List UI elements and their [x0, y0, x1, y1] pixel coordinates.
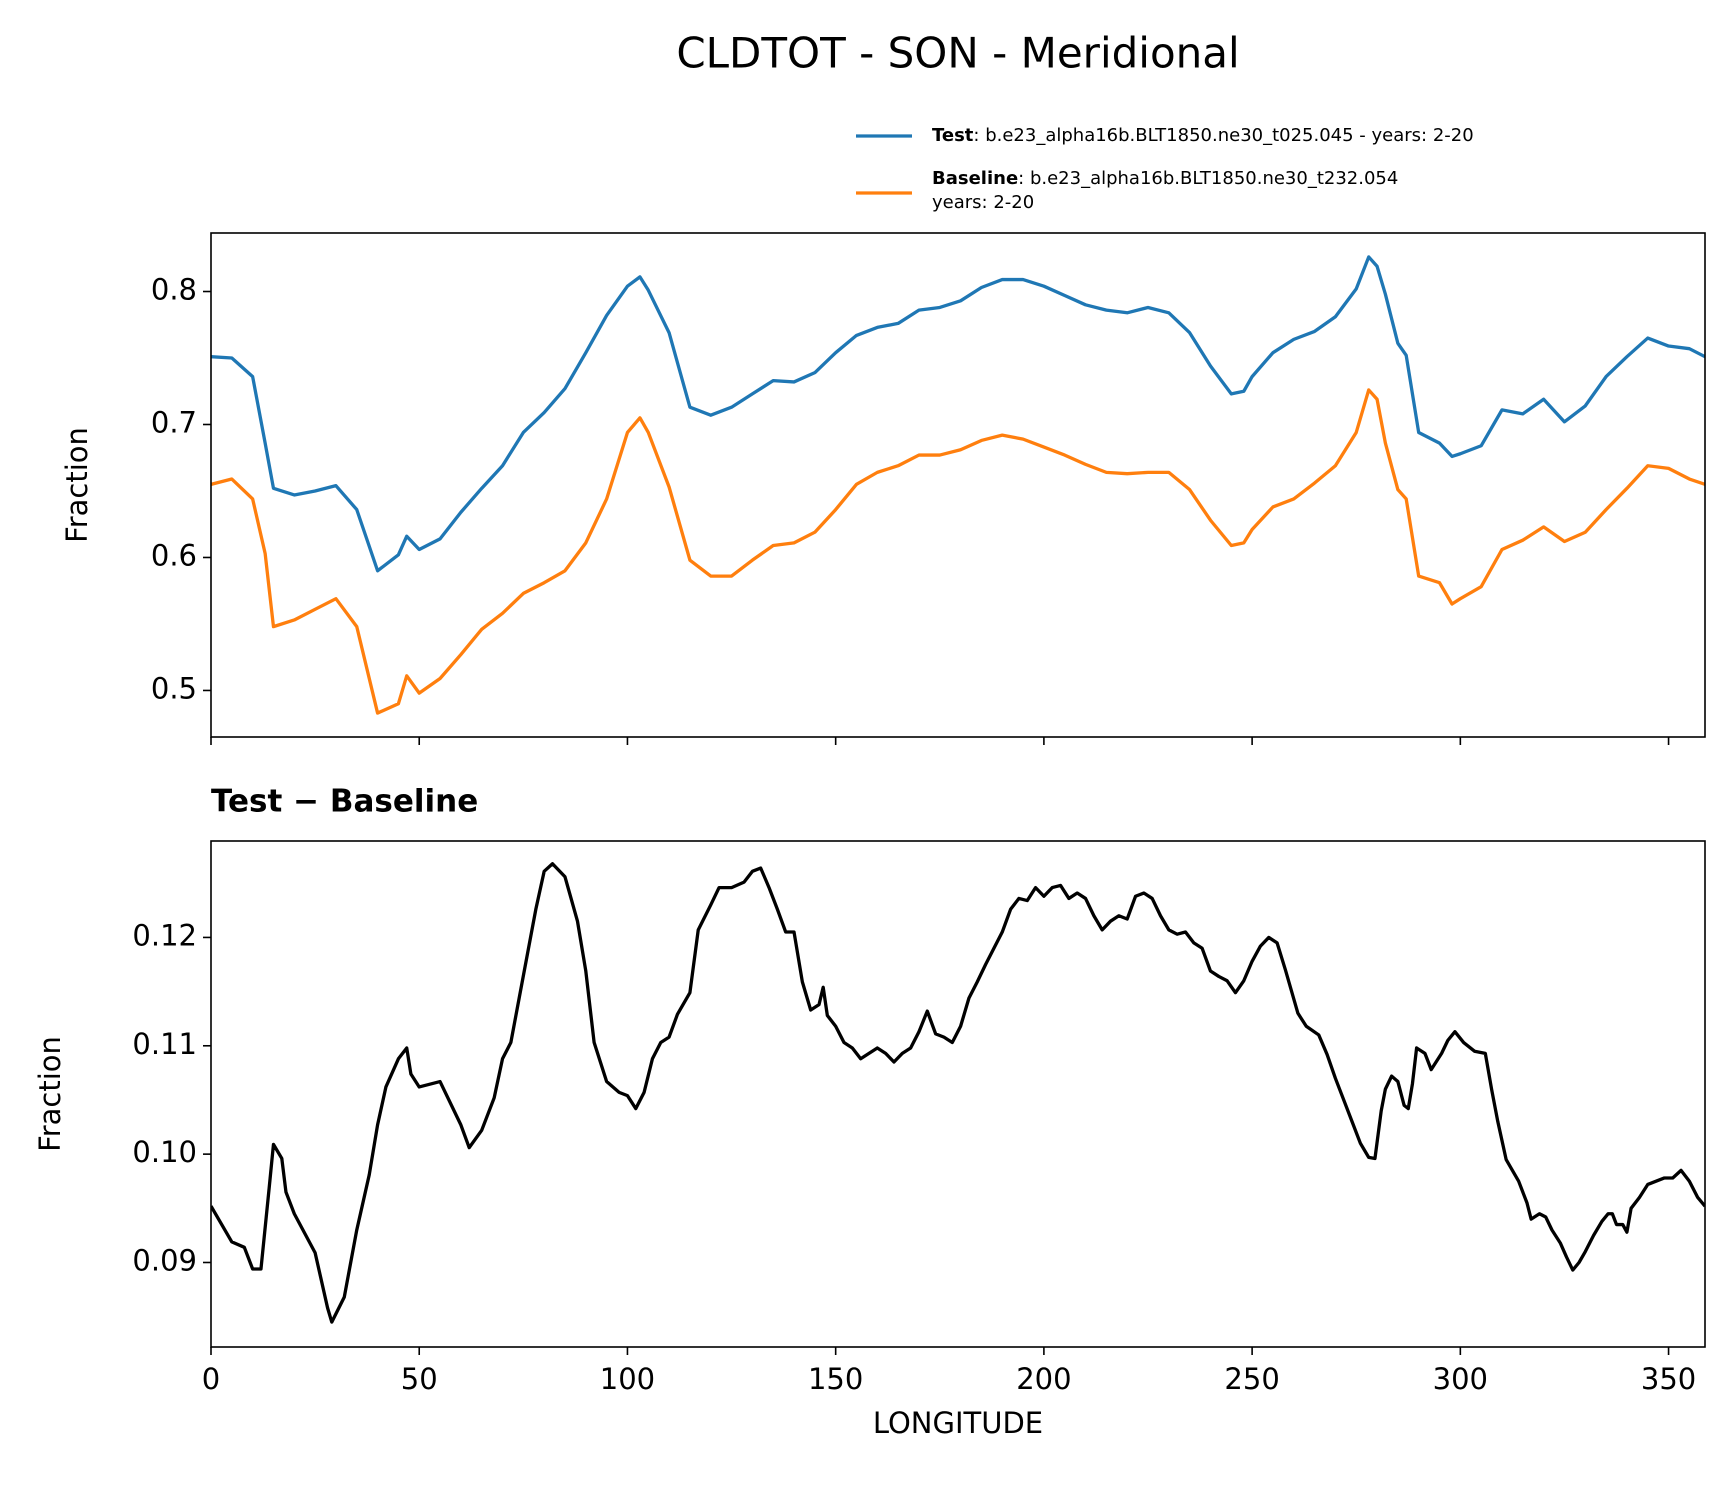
y-tick-label: 0.7: [151, 405, 197, 439]
x-tick-label: 50: [401, 1362, 438, 1396]
y-tick-label: 0.12: [132, 918, 197, 952]
y-tick-label: 0.6: [151, 538, 197, 572]
x-tick-label: 300: [1433, 1362, 1488, 1396]
y-tick-label: 0.10: [132, 1135, 197, 1169]
data-line: [211, 255, 1705, 573]
data-line: [211, 388, 1705, 715]
y-tick-label: 0.8: [151, 273, 197, 307]
x-tick-label: 350: [1641, 1362, 1696, 1396]
data-line: [211, 862, 1705, 1324]
y-axis-label: Fraction: [33, 1036, 67, 1152]
axes-frame: [210, 840, 1706, 1348]
subplot-title: Test − Baseline: [211, 784, 478, 820]
x-axis-label: LONGITUDE: [873, 1406, 1043, 1440]
y-tick-label: 0.11: [132, 1027, 197, 1061]
y-tick-label: 0.5: [151, 671, 197, 705]
figure-title: CLDTOT - SON - Meridional: [676, 29, 1239, 78]
x-tick-label: 250: [1224, 1362, 1279, 1396]
legend-name: Test: [932, 125, 974, 146]
x-tick-label: 100: [600, 1362, 655, 1396]
legend-description: : b.e23_alpha16b.BLT1850.ne30_t025.045 -…: [973, 125, 1473, 146]
y-axis-label: Fraction: [60, 427, 94, 543]
legend-entry: Test: b.e23_alpha16b.BLT1850.ne30_t025.0…: [932, 125, 1474, 146]
legend-name: Baseline: [932, 168, 1018, 189]
x-tick-label: 0: [202, 1362, 220, 1396]
y-tick-label: 0.09: [132, 1243, 197, 1277]
legend-description: years: 2-20: [932, 192, 1034, 213]
plot-area: [211, 862, 1705, 1324]
axes-frame: [210, 232, 1706, 738]
legend-entry: Baseline: b.e23_alpha16b.BLT1850.ne30_t2…: [932, 168, 1398, 189]
x-tick-label: 200: [1016, 1362, 1071, 1396]
legend-description: : b.e23_alpha16b.BLT1850.ne30_t232.054: [1018, 168, 1398, 189]
x-tick-label: 150: [808, 1362, 863, 1396]
plot-area: [211, 255, 1705, 715]
